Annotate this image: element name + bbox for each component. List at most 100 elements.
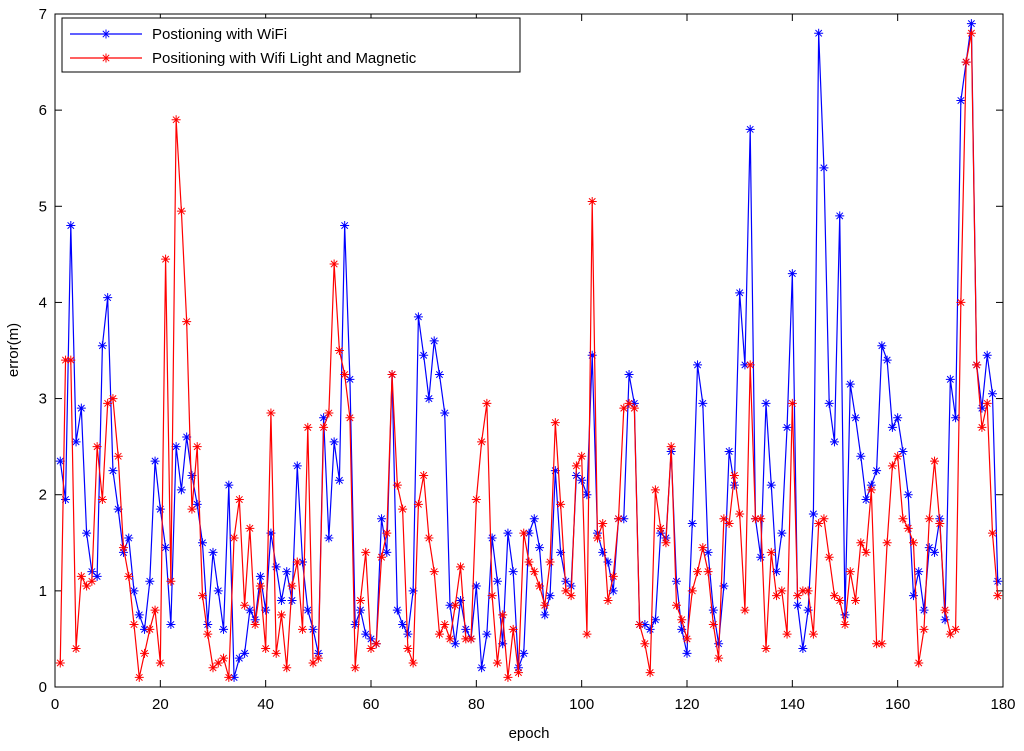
data-point <box>951 624 961 634</box>
y-tick-label: 4 <box>39 294 47 311</box>
data-point <box>424 394 434 404</box>
data-point <box>540 600 550 610</box>
data-point <box>787 269 797 279</box>
data-point <box>587 350 597 360</box>
data-point <box>524 557 534 567</box>
data-point <box>340 221 350 231</box>
data-point <box>856 451 866 461</box>
data-point <box>993 576 1003 586</box>
data-point <box>240 648 250 658</box>
data-point <box>150 605 160 615</box>
data-point <box>872 466 882 476</box>
data-point <box>745 360 755 370</box>
data-point <box>914 567 924 577</box>
data-point <box>856 538 866 548</box>
data-point <box>118 547 128 557</box>
legend-box <box>61 17 521 73</box>
data-point <box>113 451 123 461</box>
data-point <box>456 595 466 605</box>
data-point <box>319 413 329 423</box>
data-point <box>440 408 450 418</box>
data-point <box>761 398 771 408</box>
data-point <box>266 408 276 418</box>
data-point <box>677 615 687 625</box>
data-point <box>845 379 855 389</box>
y-tick-label: 0 <box>39 679 47 696</box>
data-point <box>355 605 365 615</box>
data-point <box>66 355 76 365</box>
data-point <box>487 533 497 543</box>
legend-label: Positioning with Wifi Light and Magnetic <box>152 50 417 67</box>
data-point <box>608 586 618 596</box>
data-point <box>187 470 197 480</box>
data-point <box>908 538 918 548</box>
data-point <box>392 605 402 615</box>
data-point <box>292 557 302 567</box>
data-point <box>619 403 629 413</box>
data-point <box>382 528 392 538</box>
data-point <box>355 595 365 605</box>
data-point <box>250 620 260 630</box>
y-tick-label: 6 <box>39 102 47 119</box>
data-point <box>903 490 913 500</box>
data-point <box>977 403 987 413</box>
data-point <box>329 437 339 447</box>
data-point <box>471 495 481 505</box>
data-point <box>150 456 160 466</box>
data-point <box>145 624 155 634</box>
data-point <box>519 648 529 658</box>
data-point <box>956 297 966 307</box>
data-point <box>824 398 834 408</box>
data-point <box>398 620 408 630</box>
data-point <box>450 639 460 649</box>
data-point <box>392 480 402 490</box>
data-point <box>571 461 581 471</box>
data-point <box>698 543 708 553</box>
data-point <box>550 418 560 428</box>
data-point <box>656 528 666 538</box>
data-point <box>118 543 128 553</box>
data-point <box>398 504 408 514</box>
data-point <box>956 96 966 106</box>
data-point <box>129 620 139 630</box>
data-point <box>708 620 718 630</box>
y-axis-label: error(m) <box>5 323 22 377</box>
data-point <box>324 533 334 543</box>
y-tick-label: 7 <box>39 6 47 23</box>
data-point <box>671 600 681 610</box>
data-point <box>872 639 882 649</box>
data-point <box>603 557 613 567</box>
y-tick-label: 1 <box>39 583 47 600</box>
data-point <box>756 552 766 562</box>
data-point <box>993 591 1003 601</box>
data-point <box>640 639 650 649</box>
data-point <box>134 672 144 682</box>
data-point <box>219 653 229 663</box>
data-point <box>492 576 502 586</box>
data-point <box>924 514 934 524</box>
data-point <box>192 442 202 452</box>
data-point <box>661 538 671 548</box>
data-point <box>629 398 639 408</box>
data-point <box>793 600 803 610</box>
data-point <box>224 480 234 490</box>
data-point <box>592 533 602 543</box>
data-point <box>361 547 371 557</box>
data-point <box>750 514 760 524</box>
x-tick-label: 100 <box>569 696 594 713</box>
data-point <box>961 57 971 67</box>
data-point <box>930 456 940 466</box>
data-point <box>166 576 176 586</box>
data-point <box>840 610 850 620</box>
data-point <box>951 413 961 423</box>
data-point <box>508 567 518 577</box>
data-point <box>887 461 897 471</box>
data-point <box>313 653 323 663</box>
data-point <box>829 437 839 447</box>
data-point <box>129 586 139 596</box>
data-point <box>687 519 697 529</box>
data-point <box>477 437 487 447</box>
data-point <box>556 499 566 509</box>
data-point <box>740 605 750 615</box>
data-point <box>582 490 592 500</box>
